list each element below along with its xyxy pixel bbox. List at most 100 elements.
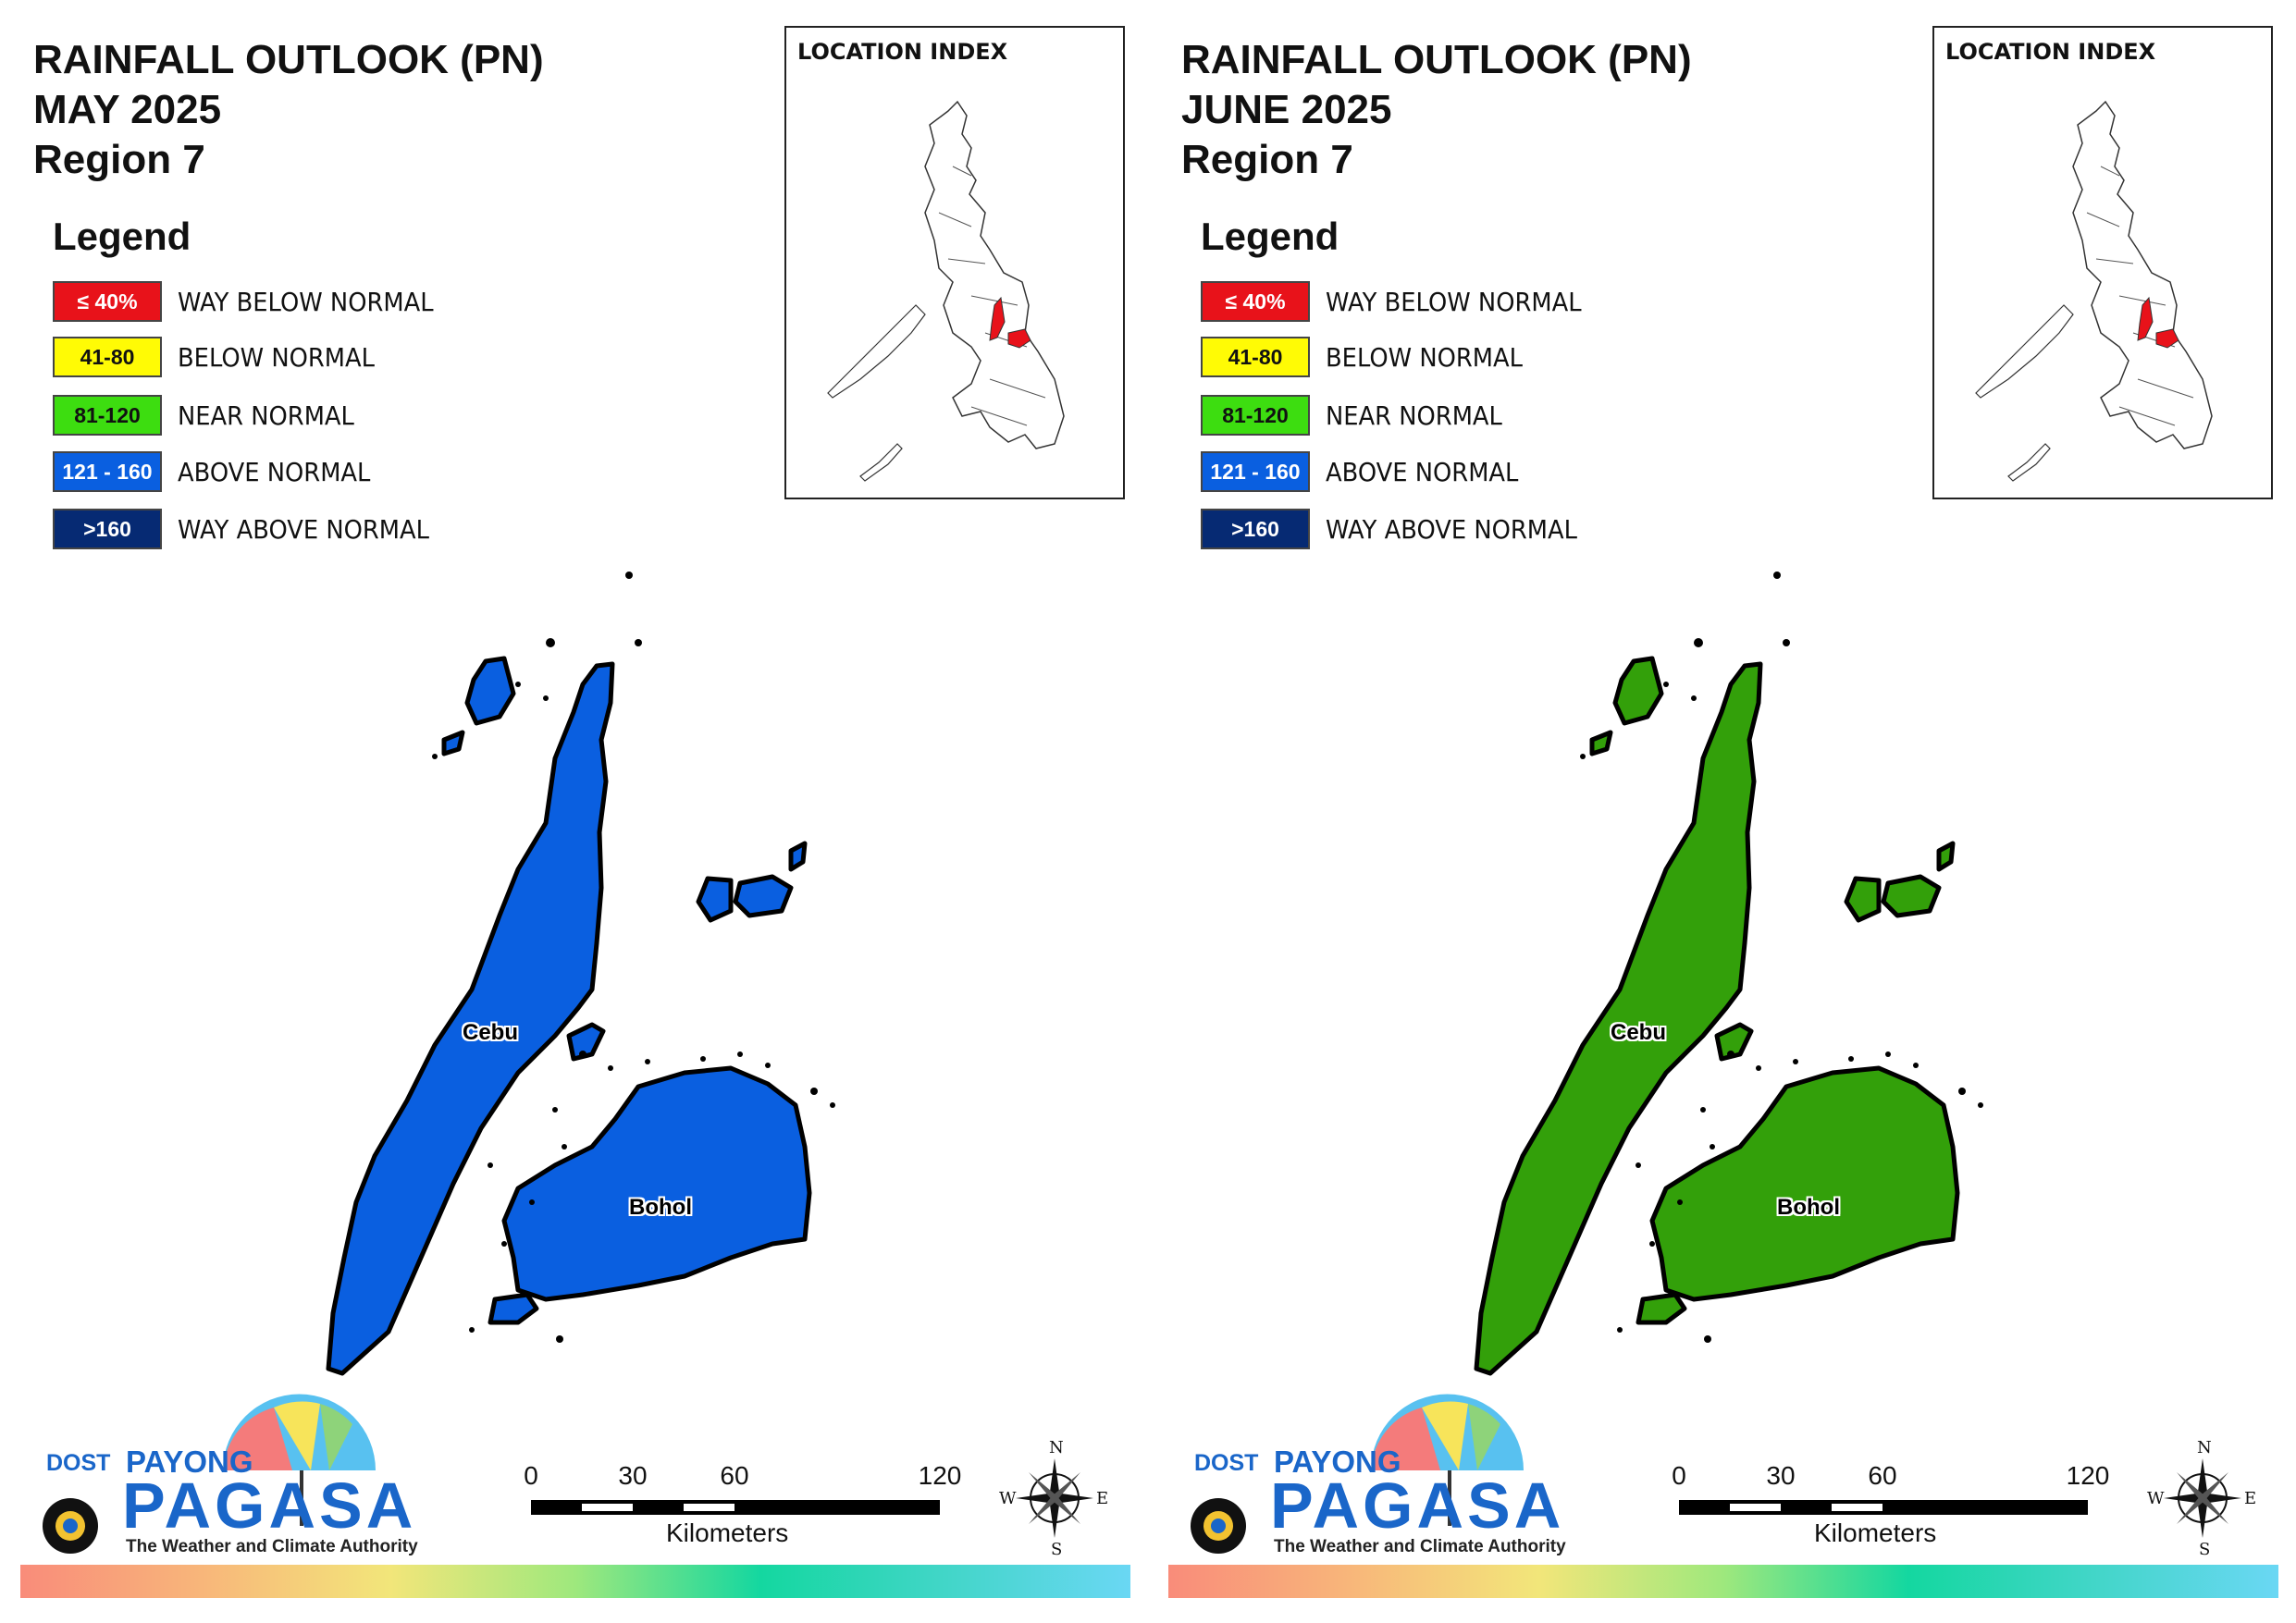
scale-tick: 0 — [1672, 1461, 1686, 1490]
legend-label: NEAR NORMAL — [1326, 400, 1502, 431]
title-line-3: Region 7 — [1181, 137, 1353, 182]
north-arrow: N S E W — [2147, 1438, 2258, 1559]
title-line-2: JUNE 2025 — [1181, 87, 1392, 132]
logo-pagasa: PAGASA — [1270, 1469, 1565, 1542]
philippines-index-map — [827, 100, 1065, 482]
scale-tick: 0 — [524, 1461, 538, 1490]
place-label-bohol: Bohol — [629, 1195, 692, 1220]
legend-swatch: ≤ 40% — [53, 281, 162, 322]
region-7-map — [1474, 572, 1983, 1376]
title-line-2: MAY 2025 — [33, 87, 222, 132]
legend-label: NEAR NORMAL — [178, 400, 354, 431]
map-title: RAINFALL OUTLOOK (PN) MAY 2025 Region 7 — [33, 35, 544, 185]
region-7-map — [326, 572, 835, 1376]
scale-bar: 0 30 60 120 Kilometers — [518, 1461, 961, 1554]
place-label-cebu: Cebu — [463, 1020, 518, 1045]
compass-w: W — [2147, 1489, 2165, 1508]
small-island — [441, 730, 465, 756]
scale-tick: 60 — [1868, 1461, 1897, 1490]
mactan-island — [566, 1022, 606, 1062]
bantayan-island — [464, 656, 516, 726]
footer-gradient-bar — [1168, 1565, 2278, 1598]
bohol-island — [1649, 1065, 1960, 1302]
legend-swatch: 121 - 160 — [53, 451, 162, 492]
siquijor-island — [1636, 1292, 1687, 1325]
legend-swatch: 41-80 — [1201, 337, 1310, 377]
scale-tick: 30 — [618, 1461, 648, 1490]
scale-bar-graphic — [1679, 1500, 2088, 1515]
legend-swatch: 41-80 — [53, 337, 162, 377]
small-island — [1589, 730, 1613, 756]
compass-e: E — [2244, 1489, 2257, 1508]
north-arrow: N S E W — [999, 1438, 1110, 1559]
legend-label: WAY ABOVE NORMAL — [178, 514, 430, 545]
siquijor-island — [488, 1292, 539, 1325]
camotes-island-1 — [696, 876, 734, 923]
scale-tick: 30 — [1766, 1461, 1796, 1490]
location-index-title: LOCATION INDEX — [797, 39, 1008, 65]
legend-label: ABOVE NORMAL — [178, 457, 371, 487]
logo-dost: DOST — [1194, 1450, 1259, 1476]
camotes-island-1 — [1844, 876, 1882, 923]
legend-swatch: >160 — [1201, 509, 1310, 549]
bohol-island — [501, 1065, 812, 1302]
pagasa-logo: DOST PAYONG PAGASA The Weather and Clima… — [1181, 1387, 1566, 1572]
compass-rose-icon — [2164, 1458, 2241, 1538]
scale-tick: 120 — [2066, 1461, 2110, 1490]
logo-payong: PAYONG — [1274, 1445, 1401, 1479]
legend-label: ABOVE NORMAL — [1326, 457, 1519, 487]
place-label-bohol: Bohol — [1777, 1195, 1840, 1220]
philippines-index-map — [1975, 100, 2213, 482]
camotes-island-2 — [1881, 874, 1942, 918]
cebu-island — [326, 661, 615, 1376]
umbrella-icon — [43, 1394, 376, 1554]
compass-s: S — [2199, 1540, 2211, 1559]
outlook-panel-june: RAINFALL OUTLOOK (PN) JUNE 2025 Region 7… — [1148, 0, 2296, 1623]
legend-swatch: 81-120 — [1201, 395, 1310, 436]
logo-dost: DOST — [46, 1450, 111, 1476]
legend-swatch: ≤ 40% — [1201, 281, 1310, 322]
camotes-island-3 — [788, 841, 808, 872]
legend-swatch: 81-120 — [53, 395, 162, 436]
legend-swatch: 121 - 160 — [1201, 451, 1310, 492]
scale-bar-graphic — [531, 1500, 940, 1515]
compass-e: E — [1096, 1489, 1109, 1508]
scale-bar: 0 30 60 120 Kilometers — [1666, 1461, 2109, 1554]
legend-label: BELOW NORMAL — [178, 342, 375, 373]
title-line-3: Region 7 — [33, 137, 205, 182]
compass-n: N — [1049, 1438, 1064, 1457]
scale-unit: Kilometers — [666, 1518, 789, 1547]
title-line-1: RAINFALL OUTLOOK (PN) — [33, 37, 544, 82]
compass-n: N — [2197, 1438, 2212, 1457]
title-line-1: RAINFALL OUTLOOK (PN) — [1181, 37, 1692, 82]
legend-title: Legend — [53, 215, 191, 258]
mactan-island — [1714, 1022, 1754, 1062]
legend-title: Legend — [1201, 215, 1339, 258]
logo-tagline: The Weather and Climate Authority — [1274, 1537, 1566, 1556]
map-title: RAINFALL OUTLOOK (PN) JUNE 2025 Region 7 — [1181, 35, 1692, 185]
compass-rose-icon — [1016, 1458, 1093, 1538]
cebu-island — [1474, 661, 1763, 1376]
logo-payong: PAYONG — [126, 1445, 253, 1479]
compass-w: W — [999, 1489, 1017, 1508]
scale-tick: 60 — [720, 1461, 749, 1490]
umbrella-icon — [1191, 1394, 1524, 1554]
legend-label: BELOW NORMAL — [1326, 342, 1523, 373]
legend-label: WAY ABOVE NORMAL — [1326, 514, 1578, 545]
location-index: LOCATION INDEX — [1932, 26, 2273, 499]
outlook-panel-may: RAINFALL OUTLOOK (PN) MAY 2025 Region 7 … — [20, 26, 1130, 1598]
location-index: LOCATION INDEX — [784, 26, 1125, 499]
place-label-cebu: Cebu — [1611, 1020, 1666, 1045]
compass-s: S — [1051, 1540, 1063, 1559]
location-index-title: LOCATION INDEX — [1945, 39, 2156, 65]
footer-gradient-bar — [20, 1565, 1130, 1598]
camotes-island-3 — [1936, 841, 1956, 872]
legend-label: WAY BELOW NORMAL — [1326, 287, 1582, 317]
pagasa-logo: DOST PAYONG PAGASA The Weather and Clima… — [33, 1387, 418, 1572]
logo-pagasa: PAGASA — [122, 1469, 417, 1542]
bantayan-island — [1612, 656, 1664, 726]
scale-tick: 120 — [918, 1461, 962, 1490]
legend-label: WAY BELOW NORMAL — [178, 287, 434, 317]
logo-tagline: The Weather and Climate Authority — [126, 1537, 418, 1556]
legend-swatch: >160 — [53, 509, 162, 549]
